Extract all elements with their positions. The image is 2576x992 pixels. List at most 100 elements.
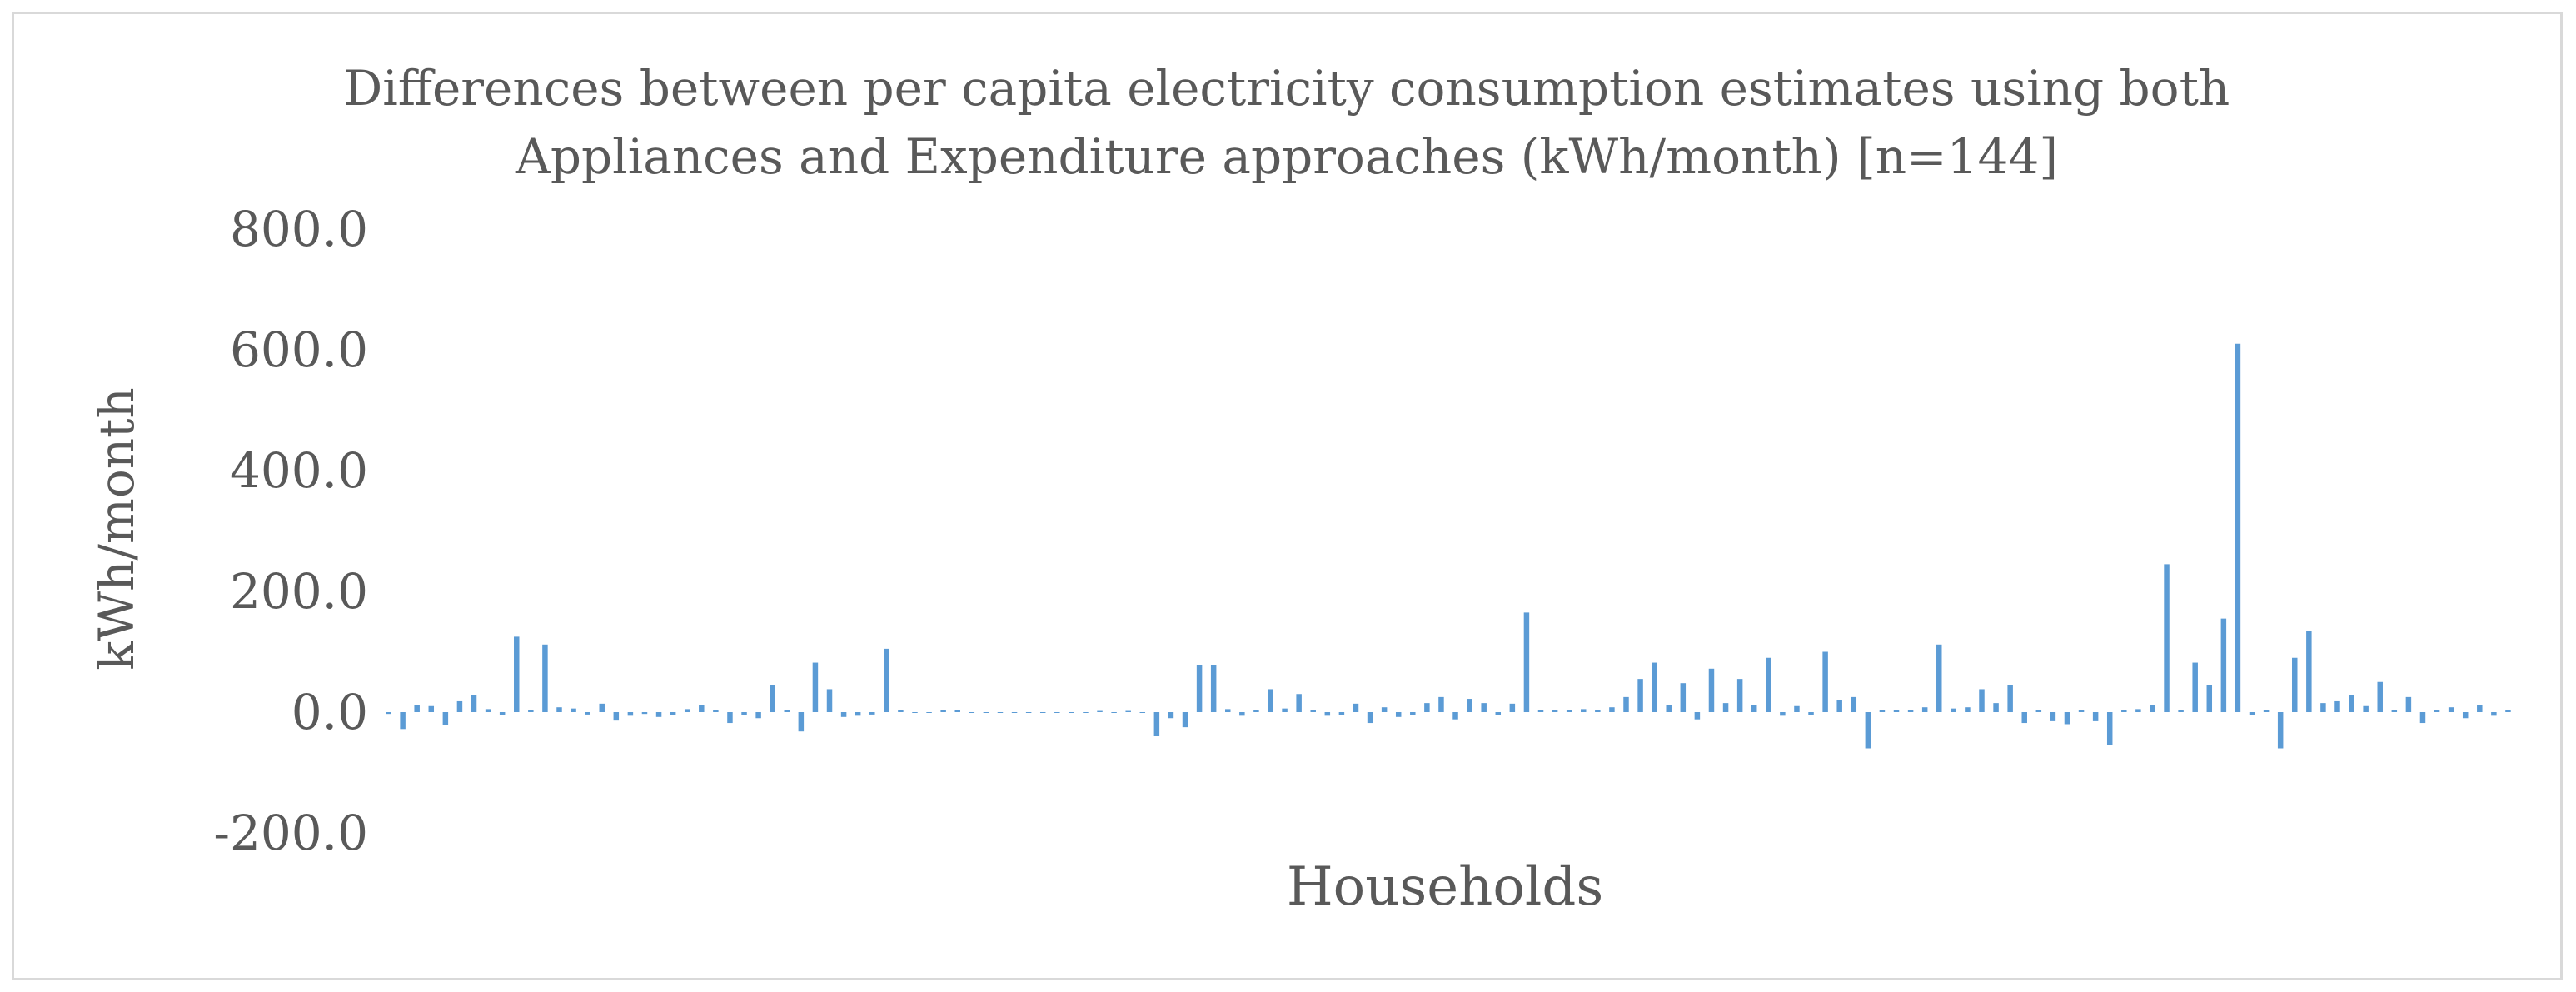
bar: [1893, 710, 1900, 712]
bar: [2150, 705, 2155, 712]
bar: [1822, 651, 1828, 712]
bar: [2035, 710, 2042, 712]
bar: [2391, 710, 2398, 712]
bar: [1111, 712, 1117, 713]
bar: [528, 710, 534, 712]
bar: [2064, 712, 2070, 725]
bar: [1025, 712, 1032, 713]
bar: [1210, 665, 1217, 712]
bar: [2477, 705, 2483, 712]
bar: [755, 712, 761, 719]
bar: [1595, 710, 1601, 712]
bar: [684, 709, 690, 713]
bar: [1865, 712, 1871, 749]
bar: [2349, 695, 2354, 712]
bar: [2363, 705, 2369, 712]
bar: [1951, 708, 1956, 712]
bar: [1523, 612, 1530, 713]
bar: [2292, 657, 2298, 712]
bar: [514, 636, 520, 713]
bar: [1239, 712, 1245, 716]
bar: [997, 712, 1004, 713]
bar: [1381, 707, 1388, 712]
bar: [1623, 696, 1629, 713]
bar: [1766, 657, 1771, 712]
y-axis-label: kWh/month: [88, 387, 145, 670]
bar: [1808, 712, 1814, 715]
bar: [2050, 712, 2056, 721]
bar: [2491, 712, 2497, 716]
bar: [1310, 710, 1316, 712]
bar: [2277, 712, 2284, 749]
bar: [1680, 683, 1687, 712]
bar: [2405, 696, 2412, 713]
bar: [655, 712, 662, 717]
bar: [1097, 710, 1103, 712]
bar: [571, 708, 576, 712]
bar: [2078, 710, 2085, 712]
bar-series: [386, 343, 2511, 749]
bar: [1879, 710, 1886, 712]
bar: [428, 705, 435, 712]
bar: [983, 712, 989, 713]
bar: [1907, 710, 1914, 712]
bar: [1965, 707, 1971, 712]
bar: [1253, 710, 1259, 712]
bar: [1979, 689, 1985, 712]
bar: [699, 705, 705, 712]
bar: [727, 712, 733, 724]
bar: [798, 712, 805, 732]
bar: [741, 712, 747, 715]
bar: [1694, 712, 1701, 720]
bar: [1666, 705, 1672, 712]
y-tick-label: 600.0: [230, 322, 368, 378]
bar: [912, 712, 918, 713]
bar: [414, 705, 420, 712]
bar: [1125, 710, 1131, 712]
bar: [954, 710, 960, 712]
chart-title-line-2: Appliances and Expenditure approaches (k…: [515, 128, 2058, 185]
bar: [456, 700, 463, 712]
bar: [1452, 712, 1458, 720]
bar: [556, 707, 562, 712]
bar: [812, 662, 819, 712]
bar: [1153, 712, 1160, 736]
bar: [627, 712, 634, 716]
y-tick-label: -200.0: [213, 805, 368, 861]
bar: [1282, 708, 1288, 712]
bar: [1011, 712, 1018, 713]
bar: [784, 710, 790, 712]
bar: [2448, 707, 2454, 712]
bar: [585, 712, 590, 715]
bar: [1083, 712, 1089, 713]
bar: [1566, 710, 1572, 712]
bar: [713, 710, 719, 712]
bar: [386, 712, 391, 715]
bar: [884, 648, 889, 713]
bar: [2505, 710, 2511, 712]
bar: [2007, 685, 2013, 713]
bar: [2164, 564, 2170, 713]
bar: [2434, 710, 2440, 712]
bar: [1367, 712, 1373, 724]
bar: [940, 710, 946, 712]
bar: [926, 712, 932, 713]
bar: [400, 712, 406, 730]
bar: [840, 712, 847, 717]
bar: [1139, 712, 1146, 713]
y-tick-label: 800.0: [230, 201, 368, 257]
bar: [1168, 712, 1174, 719]
y-tick-label: 400.0: [230, 442, 368, 499]
bar: [855, 712, 861, 716]
bar: [2135, 709, 2141, 713]
bar: [613, 712, 620, 721]
bar: [542, 644, 548, 712]
bar: [2178, 710, 2184, 712]
bar: [442, 712, 449, 725]
bar: [2220, 618, 2227, 713]
bar: [1751, 705, 1757, 712]
bar: [1481, 703, 1487, 713]
bar: [2334, 700, 2340, 712]
x-axis-label: Households: [1287, 856, 1603, 918]
